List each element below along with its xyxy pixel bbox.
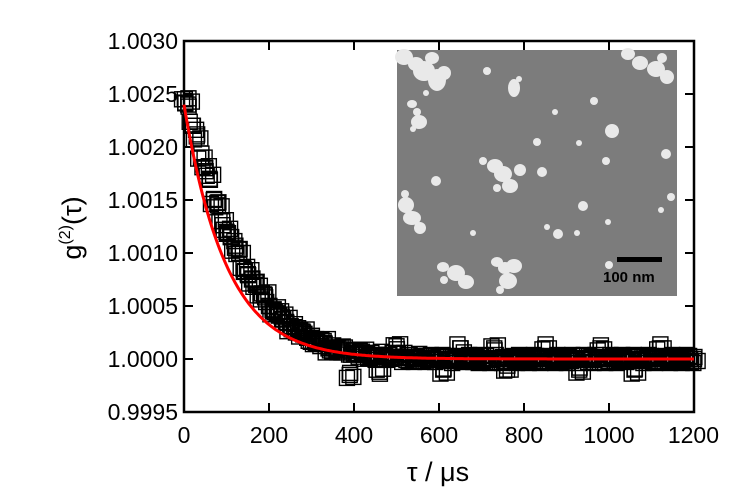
particle	[660, 70, 674, 84]
particle	[621, 48, 635, 60]
particle	[437, 66, 451, 80]
particle	[479, 157, 487, 165]
particle	[425, 52, 439, 64]
y-axis-label: g(2)(τ)	[57, 196, 87, 259]
x-tick-label: 800	[505, 422, 543, 448]
scale-bar-label: 100 nm	[603, 269, 655, 286]
y-tick-label: 1.0010	[108, 240, 178, 266]
data-point	[204, 166, 222, 184]
particle	[647, 61, 665, 77]
y-axis-label-arg: (τ)	[57, 196, 87, 225]
particle	[578, 201, 588, 211]
y-tick-label: 1.0005	[108, 293, 178, 319]
particle	[470, 230, 476, 236]
particle	[440, 276, 448, 284]
particle	[411, 115, 427, 129]
particle	[574, 230, 580, 236]
data-point	[231, 240, 248, 258]
sem-inset: 100 nm	[395, 48, 677, 296]
inset-particles	[395, 48, 675, 294]
particle	[605, 261, 613, 269]
y-axis-label-sup: (2)	[57, 225, 74, 245]
data-point	[686, 348, 703, 366]
y-tick-label: 1.0015	[108, 187, 178, 213]
particle	[398, 197, 414, 213]
particle	[602, 157, 610, 165]
particle	[494, 166, 512, 182]
particle	[537, 167, 547, 177]
particle	[657, 53, 667, 63]
x-tick-label: 400	[335, 422, 373, 448]
particle	[401, 190, 409, 198]
data-point	[210, 194, 227, 211]
particle	[437, 262, 449, 272]
particle	[667, 193, 675, 201]
particle	[496, 286, 504, 294]
data-point	[201, 171, 219, 189]
y-tick-label: 1.0000	[108, 346, 178, 372]
particle	[590, 97, 598, 105]
particle	[414, 222, 426, 234]
y-axis-ticks: 0.9995 1.0000 1.0005 1.0010 1.0015 1.0020 1.00…	[108, 28, 694, 425]
y-tick-label: 0.9995	[108, 399, 178, 425]
particle	[407, 100, 417, 108]
particle	[413, 108, 421, 116]
data-point	[345, 368, 362, 386]
data-point	[217, 211, 235, 229]
data-point	[683, 353, 700, 371]
x-axis-label: τ / μs	[407, 457, 469, 487]
particle	[499, 273, 517, 289]
data-point	[221, 220, 239, 238]
data-point	[489, 337, 507, 354]
data-point	[689, 352, 706, 370]
x-tick-label: 1200	[668, 422, 719, 448]
x-tick-label: 1000	[583, 422, 634, 448]
particle	[576, 140, 582, 146]
y-tick-label: 1.0020	[108, 134, 178, 160]
inset-background	[397, 50, 677, 296]
particle	[395, 49, 413, 65]
particle	[661, 149, 671, 159]
particle	[483, 67, 491, 75]
fit-curve	[182, 104, 694, 361]
particle	[403, 211, 421, 225]
particle	[506, 259, 522, 273]
particle	[431, 176, 441, 186]
particle	[493, 184, 501, 192]
particle	[458, 275, 474, 289]
particle	[410, 126, 416, 132]
particle	[502, 179, 518, 193]
data-point	[341, 364, 359, 382]
particle	[552, 109, 558, 115]
data-point	[200, 157, 218, 175]
data-point	[183, 93, 201, 110]
y-axis-label-base: g	[57, 245, 87, 260]
x-tick-label: 600	[420, 422, 458, 448]
particle	[514, 164, 526, 176]
particle	[508, 79, 520, 97]
particle	[423, 90, 429, 96]
x-axis-ticks: 0 200 400 600 800 1000 1200	[178, 41, 719, 448]
y-tick-label: 1.0030	[108, 28, 178, 54]
particle	[533, 138, 541, 146]
data-point	[374, 360, 392, 377]
particle	[605, 124, 619, 138]
scale-bar	[617, 257, 662, 262]
particle	[632, 56, 648, 70]
data-point	[338, 369, 356, 387]
particle	[605, 219, 611, 225]
data-point	[196, 149, 213, 166]
x-tick-label: 0	[178, 422, 191, 448]
particle	[658, 207, 664, 213]
particle	[516, 76, 522, 82]
particle	[544, 224, 550, 230]
x-tick-label: 200	[250, 422, 288, 448]
particle	[553, 229, 563, 239]
data-point	[260, 284, 277, 301]
y-tick-label: 1.0025	[108, 81, 178, 107]
